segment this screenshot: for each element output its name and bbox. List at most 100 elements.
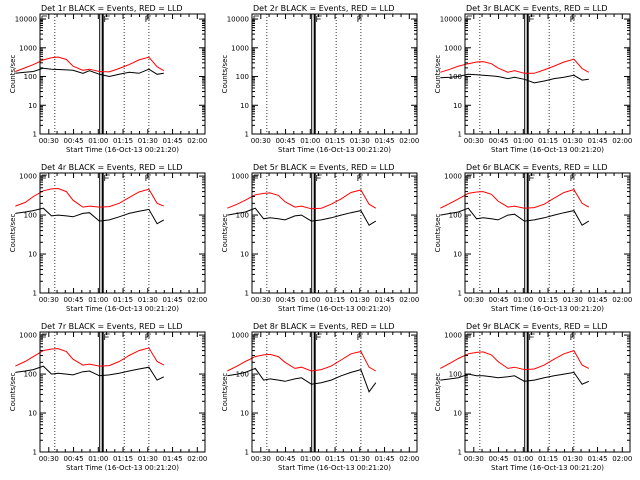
y-tick-label: 100 [236,73,249,81]
x-tick-label: 01:45 [162,455,182,463]
x-tick-label: 01:45 [587,296,607,304]
flag-marker [145,15,151,22]
flag-marker [145,174,151,181]
plot-frame [464,172,631,294]
x-tick-label: 00:45 [488,455,508,463]
y-tick-label: 10 [28,410,37,418]
y-tick-label: 10000 [440,16,462,24]
x-tick-label: 01:00 [88,137,108,145]
y-tick-label: 10 [453,410,462,418]
y-tick-label: 10 [453,251,462,259]
x-tick-label: 01:30 [563,137,583,145]
x-tick-label: 01:15 [113,455,133,463]
x-tick-label: 01:00 [300,296,320,304]
flag-marker [570,333,576,340]
plot-frame [39,331,206,453]
detector-panel-4: Det 4r BLACK = Events, RED = LLD 1 10 100 10… [9,163,207,313]
y-axis-label: Counts/sec [221,214,229,253]
x-tick-label: 01:30 [350,296,370,304]
y-axis-label: Counts/sec [434,55,442,94]
detector-panel-8: Det 8r BLACK = Events, RED = LLD 1 10 100 10… [221,322,419,472]
y-tick-label: 10 [240,251,249,259]
flag-marker [357,15,363,22]
events-series-line [227,367,377,393]
x-tick-label: 02:00 [187,455,207,463]
detector-panel-1: Det 1r BLACK = Events, RED = LLD 1 10 100 10… [9,4,207,154]
flag-marker [104,333,110,340]
x-tick-label: 01:30 [563,455,583,463]
lld-series-line [15,347,165,367]
y-tick-label: 1000 [231,332,249,340]
y-tick-label: 1000 [444,44,462,52]
x-tick-label: 01:30 [350,137,370,145]
x-axis-label: Start Time (16-Oct-13 00:21:20) [278,146,391,154]
x-tick-label: 01:45 [162,296,182,304]
flag-marker [570,15,576,22]
detector-panel-6: Det 6r BLACK = Events, RED = LLD 1 10 100 10… [434,163,632,313]
panel-title: Det 5r BLACK = Events, RED = LLD [253,163,395,172]
events-series-line [440,371,589,385]
x-tick-label: 01:00 [300,455,320,463]
x-tick-label: 02:00 [612,137,632,145]
y-tick-label: 100 [24,371,37,379]
y-tick-label: 100 [24,73,37,81]
x-axis-label: Start Time (16-Oct-13 00:21:20) [278,305,391,313]
y-tick-label: 100 [24,212,37,220]
y-axis-label: Counts/sec [434,214,442,253]
x-tick-label: 01:45 [374,455,394,463]
y-axis-label: Counts/sec [9,214,17,253]
y-tick-label: 1 [458,290,462,298]
flag-marker [529,333,535,340]
x-tick-label: 01:00 [88,455,108,463]
x-axis-label: Start Time (16-Oct-13 00:21:20) [278,464,391,472]
y-tick-label: 10 [240,102,249,110]
plot-frame [39,172,206,294]
y-tick-label: 1000 [19,44,37,52]
panel-title: Det 7r BLACK = Events, RED = LLD [41,322,183,331]
flag-marker [529,15,535,22]
y-tick-label: 1 [33,290,37,298]
y-tick-label: 1000 [19,332,37,340]
panel-title: Det 4r BLACK = Events, RED = LLD [41,163,183,172]
x-tick-label: 02:00 [399,137,419,145]
x-tick-label: 01:00 [300,137,320,145]
lld-series-line [15,187,164,208]
y-tick-label: 100 [449,371,462,379]
lld-series-line [227,350,377,372]
x-tick-label: 00:30 [39,137,59,145]
x-tick-label: 00:45 [63,296,83,304]
x-tick-label: 01:45 [587,455,607,463]
x-tick-label: 02:00 [399,455,419,463]
x-tick-label: 01:15 [325,137,345,145]
x-tick-label: 01:15 [538,455,558,463]
flag-marker [316,333,322,340]
x-tick-label: 01:15 [325,455,345,463]
x-tick-label: 01:15 [538,296,558,304]
x-tick-label: 01:30 [138,137,158,145]
x-tick-label: 01:00 [88,296,108,304]
flag-marker [357,333,363,340]
x-tick-label: 00:30 [464,137,484,145]
x-tick-label: 00:30 [251,137,271,145]
y-tick-label: 1000 [19,173,37,181]
y-tick-label: 100 [236,371,249,379]
x-tick-label: 02:00 [399,296,419,304]
detector-panel-5: Det 5r BLACK = Events, RED = LLD 1 10 100 10… [221,163,419,313]
y-axis-label: Counts/sec [9,373,17,412]
x-tick-label: 01:30 [350,455,370,463]
flag-marker [104,15,110,22]
flag-marker [529,174,535,181]
y-tick-label: 1 [458,449,462,457]
events-series-line [440,207,590,226]
y-tick-label: 1 [245,449,249,457]
flag-marker [316,15,322,22]
detector-panel-2: Det 2r BLACK = Events, RED = LLD 1 10 100 10… [221,4,419,154]
detector-panel-7: Det 7r BLACK = Events, RED = LLD 1 10 100 10… [9,322,207,472]
x-tick-label: 00:45 [63,455,83,463]
x-tick-label: 01:15 [113,137,133,145]
y-tick-label: 1000 [444,332,462,340]
x-tick-label: 01:45 [374,296,394,304]
y-tick-label: 10 [240,410,249,418]
panel-title: Det 3r BLACK = Events, RED = LLD [466,4,608,13]
